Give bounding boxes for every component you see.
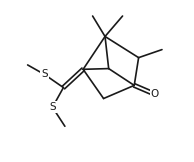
Text: O: O (151, 89, 159, 99)
Text: S: S (49, 102, 56, 112)
Text: S: S (41, 69, 48, 79)
